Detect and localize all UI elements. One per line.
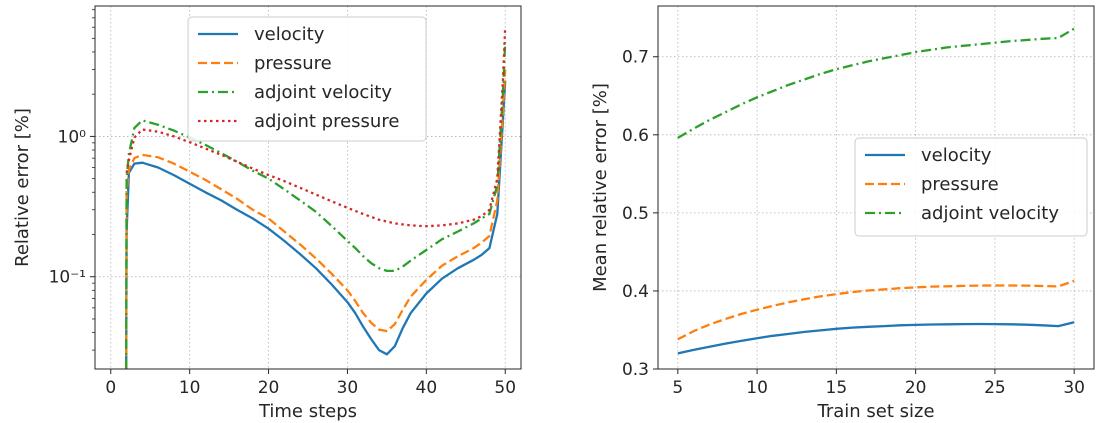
chart-panel-2: 5 10 15 20 25 30 0.3 0.4 0.5 0.6 0.7 Train set size… [590, 5, 1095, 422]
legend-label: velocity [254, 24, 325, 45]
legend-label: adjoint velocity [921, 203, 1059, 224]
y-tick-label: 0.5 [622, 204, 649, 224]
x-tick-label: 0 [105, 378, 116, 398]
series-line-adjoint-velocity [677, 27, 1075, 139]
series-line-adjoint-pressure [125, 27, 507, 228]
x-tick-label: 50 [494, 378, 516, 398]
chart-panel-1: 0 10 20 30 40 50 10⁻¹ 10⁰ Time steps Relative err… [12, 5, 522, 422]
y-tick-label: 10⁰ [58, 127, 87, 147]
series-line-pressure [677, 279, 1075, 341]
y-axis-label: Mean relative error [%] [590, 83, 611, 292]
x-tick-label: 20 [258, 378, 280, 398]
plot-frame [94, 5, 522, 370]
legend-box [187, 16, 427, 142]
series-line-velocity [677, 321, 1075, 355]
x-axis-label: Train set size [816, 401, 934, 422]
x-tick-label: 5 [672, 378, 683, 398]
y-tick-label: 0.6 [622, 126, 649, 146]
series-group [125, 27, 507, 369]
x-tick-label: 10 [746, 378, 768, 398]
x-tick-label: 40 [416, 378, 438, 398]
legend-label: pressure [921, 174, 999, 195]
series-line-adjoint-velocity [125, 42, 507, 369]
series-line-velocity [125, 80, 507, 369]
legend-box [854, 137, 1088, 237]
legend-label: velocity [921, 145, 992, 166]
x-tick-label: 25 [984, 378, 1006, 398]
legend-label: adjoint velocity [254, 82, 392, 103]
series-line-pressure [125, 69, 507, 369]
y-axis-label: Relative error [%] [12, 108, 33, 267]
legend: velocity pressure adjoint velocity adjoint … [187, 16, 427, 142]
series-group [677, 27, 1075, 355]
y-tick-label: 0.7 [622, 48, 649, 68]
x-tick-label: 10 [179, 378, 201, 398]
x-tick-label: 30 [337, 378, 359, 398]
x-tick-label: 30 [1063, 378, 1085, 398]
legend-label: adjoint pressure [254, 111, 399, 132]
x-axis-label: Time steps [258, 401, 357, 422]
plot-frame [657, 5, 1095, 370]
y-tick-label: 10⁻¹ [49, 268, 86, 288]
y-tick-label: 0.4 [622, 282, 649, 302]
x-tick-label: 15 [826, 378, 848, 398]
y-tick-label: 0.3 [622, 360, 649, 380]
legend: velocity pressure adjoint velocity [854, 137, 1088, 237]
legend-label: pressure [254, 53, 332, 74]
x-tick-label: 20 [905, 378, 927, 398]
